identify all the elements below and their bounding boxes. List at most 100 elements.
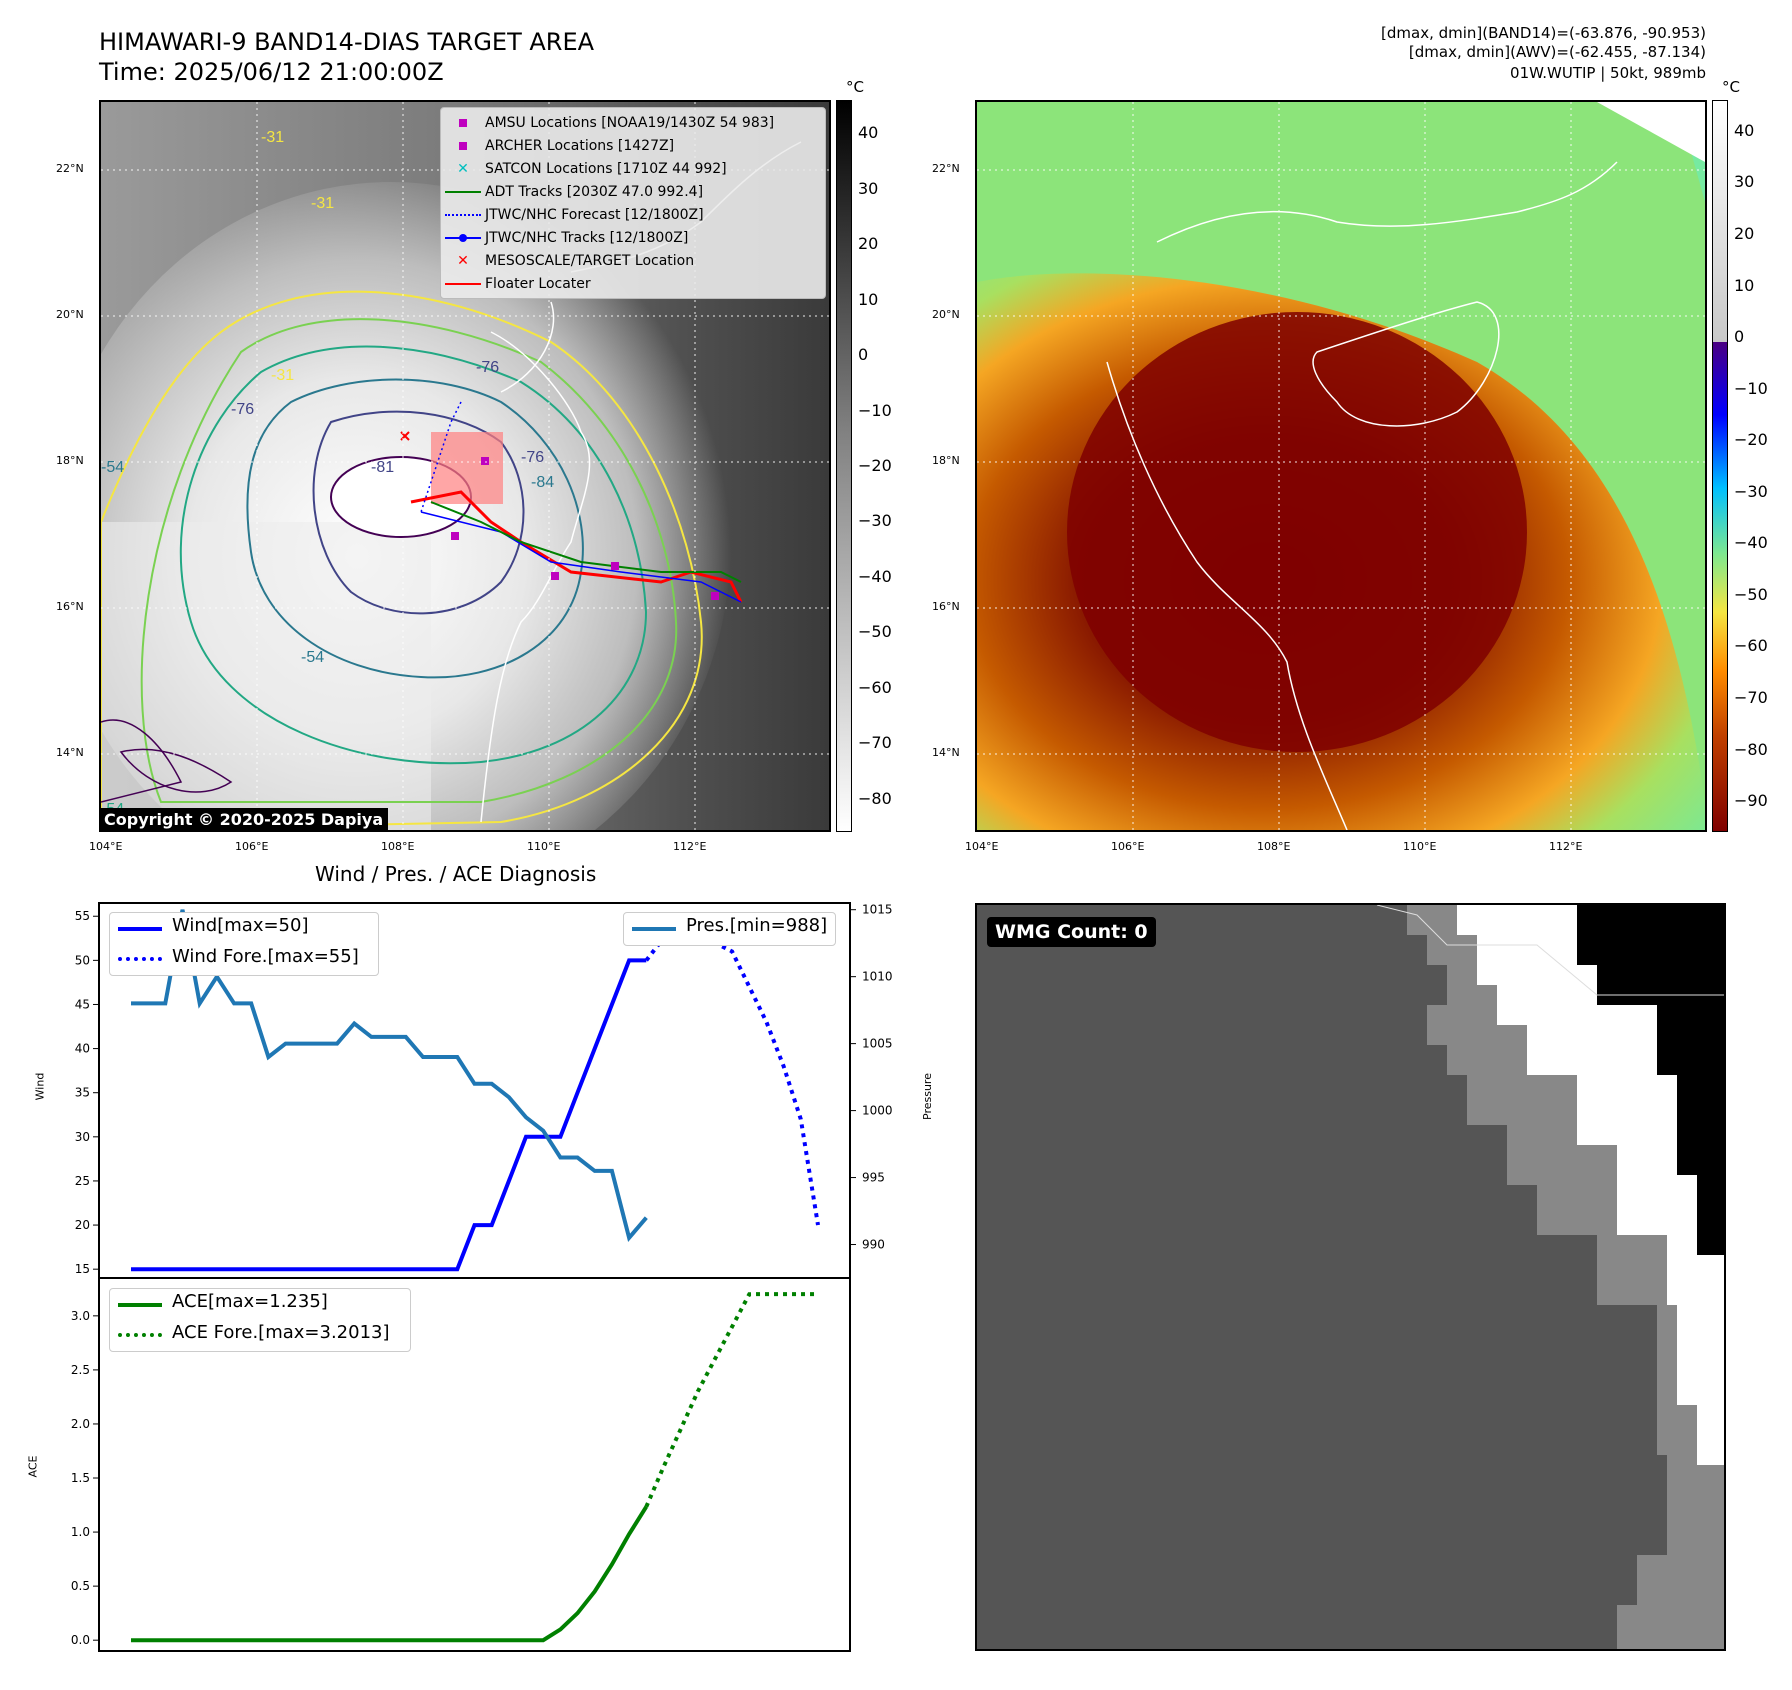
contour-label: -76 (521, 449, 544, 466)
square-marker-icon (441, 139, 485, 153)
lat-label: 14°N (56, 746, 84, 759)
pressure-legend: Pres.[min=988] (623, 912, 836, 946)
legend-item: ✕ MESOSCALE/TARGET Location (441, 249, 825, 272)
colorbar-tick-label: −90 (1734, 791, 1768, 811)
colorbar-tick-label: −10 (1734, 378, 1768, 398)
lat-label: 20°N (932, 308, 960, 321)
dotted-line-icon (441, 208, 485, 222)
lat-label: 22°N (932, 162, 960, 175)
ace-tick-label: 3.0 (71, 1309, 90, 1323)
contour-label: -31 (261, 129, 284, 146)
diag-band14: [dmax, dmin](BAND14)=(-63.876, -90.953) (1381, 24, 1706, 42)
lon-label: 110°E (527, 840, 561, 853)
series-line-ace-0 (131, 1505, 648, 1643)
contour-label: -54 (101, 459, 124, 476)
diag-storm: 01W.WUTIP | 50kt, 989mb (1510, 64, 1706, 82)
colorbar-tick-label: 10 (1734, 275, 1755, 295)
ace-tick-label: 0.5 (71, 1579, 90, 1593)
contour-label: -31 (271, 367, 294, 384)
lat-label: 16°N (932, 600, 960, 613)
contour-label: -54 (301, 649, 324, 666)
lat-label: 14°N (932, 746, 960, 759)
ace-tick-label: 1.5 (71, 1471, 90, 1485)
lon-label: 112°E (1549, 840, 1583, 853)
colorbar-tick-label: −60 (1734, 636, 1768, 656)
lon-label: 104°E (965, 840, 999, 853)
lon-label: 108°E (1257, 840, 1291, 853)
colorbar-tick-label: −60 (858, 677, 892, 697)
lon-label: 108°E (381, 840, 415, 853)
pressure-tick-label: 1015 (862, 903, 893, 917)
legend-item: JTWC/NHC Forecast [12/1800Z] (441, 203, 825, 226)
wmg-count-badge: WMG Count: 0 (987, 917, 1156, 947)
x-marker-icon: ✕ (457, 160, 469, 177)
line-icon (441, 277, 485, 291)
colorbar-tick-label: 30 (858, 178, 879, 198)
pressure-tick-label: 990 (862, 1238, 885, 1252)
wind-tick-label: 35 (75, 1086, 90, 1100)
colorbar-tick-label: −80 (1734, 739, 1768, 759)
contour-label: -76 (476, 359, 499, 376)
copyright: Copyright © 2020-2025 Dapiya (99, 808, 389, 831)
colorbar-tick-label: 40 (858, 123, 879, 143)
legend-ace-fore: ACE Fore.[max=3.2013] (172, 1322, 390, 1343)
colorbar-left (836, 100, 852, 832)
diag-awv: [dmax, dmin](AWV)=(-62.455, -87.134) (1408, 43, 1706, 61)
ace-legend: ACE[max=1.235] ACE Fore.[max=3.2013] (109, 1288, 411, 1352)
pressure-tick-label: 1010 (862, 970, 893, 984)
colorbar-right (1712, 100, 1728, 832)
colorbar-tick-label: −40 (1734, 533, 1768, 553)
lon-label: 106°E (235, 840, 269, 853)
colorbar-tick-label: 30 (1734, 172, 1755, 192)
map-legend: AMSU Locations [NOAA19/1430Z 54 983] ARC… (440, 107, 826, 299)
legend-item: ARCHER Locations [1427Z] (441, 134, 825, 157)
pressure-tick-label: 1005 (862, 1037, 893, 1051)
wind-tick-label: 25 (75, 1174, 90, 1188)
colorbar-tick-label: 0 (858, 345, 869, 365)
contour-label: -84 (531, 474, 554, 491)
pressure-tick-label: 995 (862, 1171, 885, 1185)
colorbar-tick-label: −20 (858, 456, 892, 475)
wind-tick-label: 40 (75, 1042, 90, 1056)
line-icon (441, 185, 485, 199)
awv-map (977, 102, 1705, 830)
series-line-0 (131, 958, 647, 1272)
lat-label: 18°N (932, 454, 960, 467)
legend-ace: ACE[max=1.235] (172, 1291, 328, 1312)
lon-label: 110°E (1403, 840, 1437, 853)
colorbar-tick-label: 20 (858, 234, 879, 254)
wmg-map (977, 905, 1724, 1649)
legend-item: ADT Tracks [2030Z 47.0 992.4] (441, 180, 825, 203)
lon-label: 112°E (673, 840, 707, 853)
colorbar-tick-label: −70 (1734, 687, 1768, 707)
x-marker-icon: ✕ (457, 252, 469, 269)
lat-label: 18°N (56, 454, 84, 467)
ace-tick-label: 0.0 (71, 1633, 90, 1647)
wind-tick-label: 15 (75, 1262, 90, 1276)
colorbar-tick-label: −80 (858, 788, 892, 808)
contour-label: -81 (371, 459, 394, 476)
ace-tick-label: 2.0 (71, 1417, 90, 1431)
wmg-panel (975, 903, 1726, 1651)
lon-label: 106°E (1111, 840, 1145, 853)
colorbar-tick-label: −40 (858, 566, 892, 586)
ace-tick-label: 2.5 (71, 1363, 90, 1377)
colorbar-tick-label: −50 (858, 622, 892, 642)
legend-item: AMSU Locations [NOAA19/1430Z 54 983] (441, 111, 825, 134)
colorbar-tick-label: 20 (1734, 224, 1755, 244)
legend-item: ✕ SATCON Locations [1710Z 44 992] (441, 157, 825, 180)
legend-wind-fore: Wind Fore.[max=55] (172, 946, 359, 967)
awv-map-panel (975, 100, 1707, 832)
square-marker-icon (441, 116, 485, 130)
colorbar-tick-label: −50 (1734, 584, 1768, 604)
ace-plot-frame (98, 1277, 851, 1652)
colorbar-unit: °C (1722, 78, 1740, 96)
plot-title: Wind / Pres. / ACE Diagnosis (315, 862, 597, 886)
lat-label: 16°N (56, 600, 84, 613)
wind-legend: Wind[max=50] Wind Fore.[max=55] (109, 912, 379, 976)
lat-label: 20°N (56, 308, 84, 321)
wind-tick-label: 30 (75, 1130, 90, 1144)
lon-label: 104°E (89, 840, 123, 853)
legend-item: JTWC/NHC Tracks [12/1800Z] (441, 226, 825, 249)
legend-wind: Wind[max=50] (172, 915, 309, 936)
